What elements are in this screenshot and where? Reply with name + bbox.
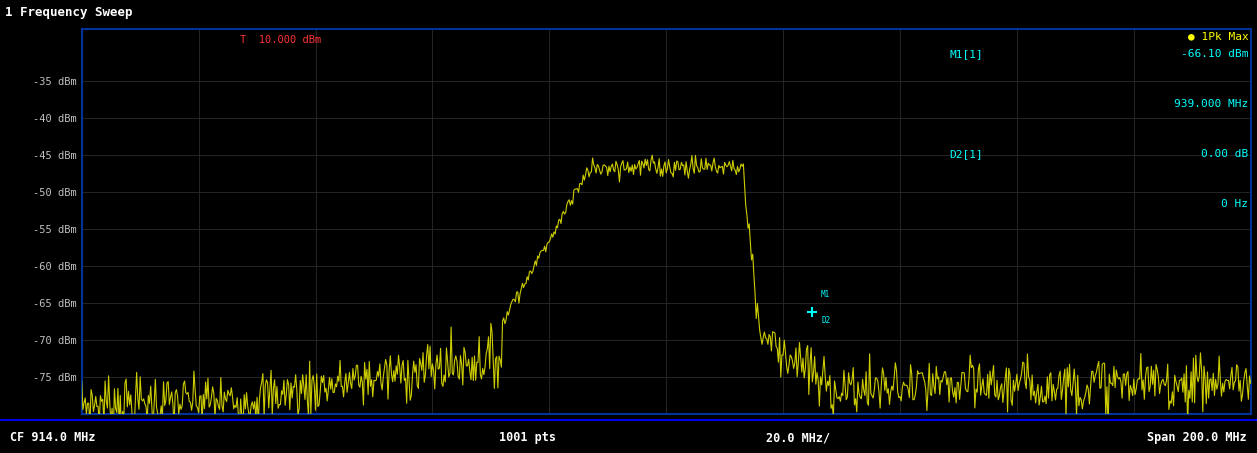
Text: T  10.000 dBm: T 10.000 dBm xyxy=(240,35,321,45)
Text: 0 Hz: 0 Hz xyxy=(1222,199,1248,209)
Text: M1[1]: M1[1] xyxy=(949,49,983,59)
Text: D2: D2 xyxy=(821,316,831,325)
Text: 20.0 MHz/: 20.0 MHz/ xyxy=(766,431,831,444)
Text: -66.10 dBm: -66.10 dBm xyxy=(1180,49,1248,59)
Text: Span 200.0 MHz: Span 200.0 MHz xyxy=(1148,431,1247,444)
Text: 1001 pts: 1001 pts xyxy=(499,431,557,444)
Text: CF 914.0 MHz: CF 914.0 MHz xyxy=(10,431,96,444)
Text: D2[1]: D2[1] xyxy=(949,149,983,159)
Text: 0.00 dB: 0.00 dB xyxy=(1202,149,1248,159)
Text: 1 Frequency Sweep: 1 Frequency Sweep xyxy=(5,6,132,19)
Text: ● 1Pk Max: ● 1Pk Max xyxy=(1188,31,1248,41)
Text: 939.000 MHz: 939.000 MHz xyxy=(1174,99,1248,109)
Text: M1: M1 xyxy=(821,290,831,299)
